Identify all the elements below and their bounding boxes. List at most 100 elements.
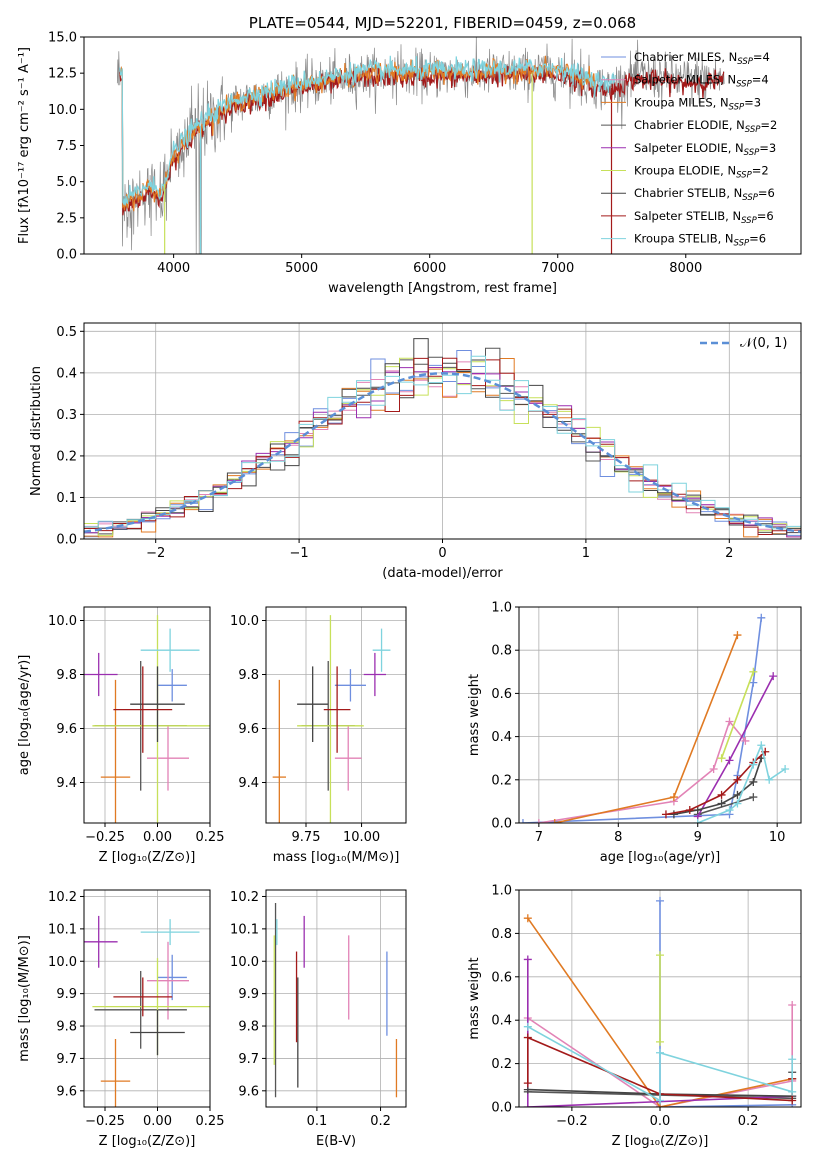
y-tick-label: 9.8 <box>238 668 259 683</box>
weight-point <box>765 775 774 784</box>
weight-point <box>781 765 790 773</box>
weight-point <box>725 756 734 765</box>
x-tick-label: −1 <box>290 546 309 561</box>
plot-area <box>84 915 210 1107</box>
weight-point <box>709 765 718 773</box>
weight-series <box>720 671 755 759</box>
y-axis-label: mass weight <box>467 674 482 756</box>
y-tick-label: 9.4 <box>56 776 77 791</box>
x-axis-label: Z [log₁₀(Z/Z⊙)] <box>99 1134 196 1149</box>
x-tick-label: −0.25 <box>85 830 125 845</box>
weight-point <box>669 810 678 819</box>
chart-title: PLATE=0544, MJD=52201, FIBERID=0459, z=0… <box>249 14 636 32</box>
weight-point <box>725 806 734 815</box>
x-tick-label: 9 <box>694 830 702 845</box>
weight-point <box>656 1037 664 1046</box>
histogram-series <box>84 355 801 530</box>
model-spectrum <box>119 55 597 212</box>
axes-frame <box>265 606 407 824</box>
weight-point <box>757 741 766 750</box>
y-tick-label: 0.0 <box>56 533 77 548</box>
age-weight-axes: 7 8 9 10 0.0 0.2 0.4 0.6 0.8 1.0 age [log₁₀(age/yr… <box>467 601 802 865</box>
plot-area <box>84 615 210 823</box>
y-tick-label: 10.0 <box>48 103 77 118</box>
x-axis-label: Z [log₁₀(Z/Z⊙)] <box>612 1134 709 1149</box>
x-tick-label: 4000 <box>157 261 190 276</box>
y-tick-label: 2.5 <box>56 211 77 226</box>
y-tick-label: 9.6 <box>238 1084 259 1099</box>
y-tick-label: 10.1 <box>230 922 259 937</box>
weight-point <box>749 667 758 676</box>
legend-label: Salpeter ELODIE, NSSP=3 <box>634 141 776 158</box>
legend-label: Chabrier STELIB, NSSP=6 <box>634 186 775 203</box>
weight-point <box>656 1096 664 1105</box>
weight-point <box>661 810 670 819</box>
weight-point <box>523 1022 532 1031</box>
x-axis-label: wavelength [Angstrom, rest frame] <box>328 281 557 296</box>
y-tick-label: 9.6 <box>56 1084 77 1099</box>
y-tick-label: 0.0 <box>491 1101 512 1116</box>
y-tick-label: 9.8 <box>56 1020 77 1035</box>
x-tick-label: 0.2 <box>370 1114 391 1129</box>
x-tick-label: 10.00 <box>343 830 380 845</box>
weight-series <box>527 1005 793 1107</box>
x-tick-label: 9.75 <box>292 830 321 845</box>
weight-series <box>527 959 793 1107</box>
y-tick-label: 0.6 <box>491 970 512 985</box>
y-tick-label: 0.4 <box>491 730 512 745</box>
x-axis-label: Z [log₁₀(Z/Z⊙)] <box>99 850 196 865</box>
y-tick-label: 15.0 <box>48 31 77 46</box>
x-tick-label: 7000 <box>541 261 574 276</box>
y-tick-label: 9.8 <box>56 668 77 683</box>
weight-point <box>725 717 734 726</box>
weight-point <box>769 672 778 681</box>
legend-label: Kroupa STELIB, NSSP=6 <box>634 232 766 249</box>
y-tick-label: 9.4 <box>238 776 259 791</box>
legend-label: Salpeter MILES, NSSP=4 <box>634 73 769 90</box>
y-tick-label: 10.1 <box>48 922 77 937</box>
y-tick-label: 0.4 <box>56 366 77 381</box>
legend-label: Kroupa MILES, NSSP=3 <box>634 95 761 112</box>
z-age-axes: −0.25 0.00 0.25 9.4 9.6 9.8 10.0 Z [log₁₀(Z/Z⊙)… <box>17 606 224 865</box>
x-tick-label: 0.1 <box>307 1114 328 1129</box>
weight-point <box>693 806 702 815</box>
x-tick-label: 0.2 <box>738 1114 759 1129</box>
x-tick-label: 0.25 <box>196 1114 225 1129</box>
weight-series <box>673 757 763 816</box>
y-tick-label: 0.0 <box>56 248 77 263</box>
plot-area <box>272 615 391 823</box>
weight-point <box>733 631 742 640</box>
y-tick-label: 0.4 <box>491 1014 512 1029</box>
y-axis-label: mass weight <box>467 957 482 1039</box>
weight-point <box>788 1096 797 1105</box>
weight-point <box>523 1079 532 1088</box>
weight-point <box>749 760 758 769</box>
y-tick-label: 5.0 <box>56 175 77 190</box>
legend-label: Chabrier MILES, NSSP=4 <box>634 50 770 67</box>
x-tick-label: −0.25 <box>85 1114 125 1129</box>
weight-point <box>685 806 694 815</box>
normal-curve <box>84 372 801 533</box>
weight-point <box>788 1001 797 1010</box>
y-tick-label: 9.7 <box>56 1052 77 1067</box>
weight-point <box>523 914 532 923</box>
legend-label: Salpeter STELIB, NSSP=6 <box>634 209 774 226</box>
y-tick-label: 0.8 <box>491 927 512 942</box>
weight-point <box>519 819 527 823</box>
x-axis-label: age [log₁₀(age/yr)] <box>600 850 721 865</box>
y-tick-label: 0.2 <box>491 1057 512 1072</box>
legend-label: Chabrier ELODIE, NSSP=2 <box>634 118 777 135</box>
y-tick-label: 0.2 <box>491 773 512 788</box>
weight-series <box>527 917 793 1107</box>
axes-frame <box>83 889 211 1108</box>
weight-point <box>749 793 758 802</box>
weight-point <box>733 790 742 799</box>
y-tick-label: 7.5 <box>56 139 77 154</box>
x-tick-label: 7 <box>535 830 543 845</box>
weight-point <box>523 955 532 964</box>
weight-point <box>717 754 726 763</box>
z-mass-axes: −0.25 0.00 0.25 9.6 9.7 9.8 9.9 10.0 10.1 10.2 Z [… <box>17 889 225 1149</box>
plot-area <box>523 896 797 1107</box>
weight-point <box>788 1055 797 1064</box>
